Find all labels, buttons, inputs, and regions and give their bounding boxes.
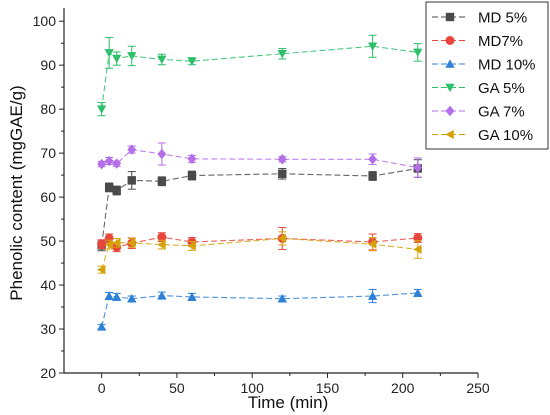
y-tick-label: 30: [40, 321, 56, 337]
data-point: [277, 154, 287, 165]
x-tick-label: 100: [241, 380, 265, 396]
data-point: [104, 155, 114, 167]
x-tick-label: 50: [169, 380, 185, 396]
y-tick-label: 40: [40, 277, 56, 293]
legend-marker: [445, 59, 455, 68]
legend-item: GA 5%: [432, 80, 525, 97]
data-point: [157, 290, 167, 300]
data-point: [367, 239, 377, 249]
data-point: [112, 54, 122, 64]
data-point: [127, 294, 137, 303]
x-tick-label: 250: [466, 380, 490, 396]
legend-item: GA 10%: [432, 127, 533, 144]
legend-item: MD 5%: [432, 10, 527, 27]
data-point: [112, 292, 122, 301]
y-tick-label: 60: [40, 189, 56, 205]
y-tick-label: 50: [40, 233, 56, 249]
data-point: [187, 292, 197, 301]
data-point: [127, 176, 136, 185]
data-point: [413, 288, 423, 297]
legend-box: [425, 1, 549, 150]
y-tick-label: 90: [40, 57, 56, 73]
data-point: [187, 57, 197, 66]
data-point: [157, 177, 167, 186]
data-point: [127, 238, 136, 248]
legend-label: GA 7%: [478, 104, 525, 121]
series-line: [101, 45, 418, 110]
legend-item: GA 7%: [432, 104, 525, 121]
legend-marker: [445, 12, 455, 22]
data-point: [104, 291, 114, 300]
data-point: [368, 154, 378, 165]
legend-item: MD 10%: [432, 57, 536, 74]
legend-marker: [445, 105, 455, 117]
data-point: [104, 49, 114, 58]
data-point: [187, 153, 197, 165]
data-point: [104, 183, 114, 192]
data-point: [97, 158, 107, 170]
data-point: [367, 291, 378, 300]
legend-marker: [445, 36, 455, 45]
x-tick-label: 200: [391, 380, 415, 396]
x-tick-label: 0: [98, 380, 106, 396]
series-4: [97, 34, 423, 117]
legend-label: GA 10%: [478, 127, 533, 144]
data-point: [112, 186, 121, 195]
data-point: [187, 171, 197, 180]
y-tick-label: 70: [40, 145, 56, 161]
data-point: [278, 169, 287, 178]
data-point: [277, 233, 287, 244]
data-point: [112, 238, 121, 248]
y-tick-label: 20: [40, 365, 56, 381]
legend-marker: [445, 83, 455, 93]
data-point: [157, 232, 167, 242]
data-point: [127, 144, 137, 155]
y-axis-title: Phenolic content (mgGAE/g): [7, 85, 26, 300]
legend-marker: [445, 129, 454, 140]
legend-label: MD7%: [478, 33, 523, 50]
data-point: [157, 239, 166, 250]
legend-label: GA 5%: [478, 80, 525, 97]
legend-label: MD 5%: [478, 10, 527, 27]
data-point: [97, 105, 107, 114]
data-point: [187, 241, 196, 251]
data-point: [157, 148, 167, 160]
data-point: [413, 162, 423, 173]
data-point: [367, 42, 378, 51]
y-tick-label: 80: [40, 101, 56, 117]
data-point: [97, 239, 107, 249]
data-point: [157, 55, 167, 65]
data-point: [277, 49, 287, 59]
x-axis-title: Time (min): [248, 393, 329, 412]
series-2: [97, 226, 423, 253]
data-point: [104, 239, 113, 250]
data-point: [277, 294, 287, 303]
series-3: [97, 288, 423, 331]
legend-item: MD7%: [432, 33, 523, 50]
data-point: [413, 48, 423, 58]
data-point: [368, 171, 377, 181]
data-point: [97, 322, 107, 331]
data-point: [127, 52, 137, 61]
series-6: [97, 231, 422, 275]
series-5: [97, 142, 423, 178]
data-point: [413, 244, 422, 255]
x-tick-label: 150: [316, 380, 340, 396]
y-tick-label: 100: [33, 13, 57, 29]
legend-label: MD 10%: [478, 57, 536, 74]
data-point: [112, 158, 122, 169]
data-point: [97, 265, 106, 275]
